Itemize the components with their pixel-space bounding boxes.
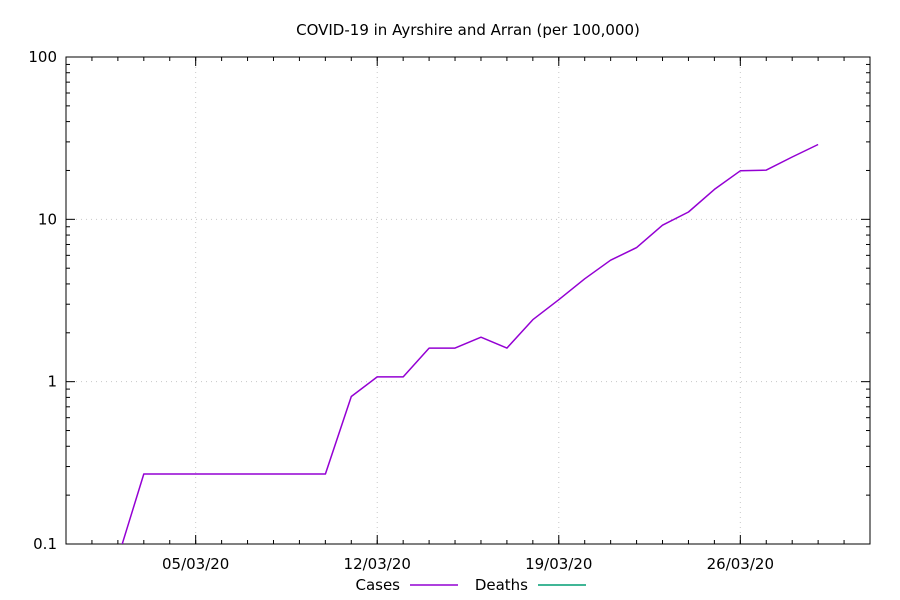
legend: Cases Deaths	[355, 576, 586, 594]
legend-label-cases: Cases	[355, 576, 400, 594]
y-tick-label: 10	[38, 210, 57, 228]
plot-frame	[65, 56, 871, 545]
y-tick-label: 1	[47, 373, 57, 391]
legend-label-deaths: Deaths	[475, 576, 528, 594]
x-tick-label: 26/03/20	[707, 555, 774, 573]
chart-title: COVID-19 in Ayrshire and Arran (per 100,…	[296, 21, 640, 39]
tick-label-layer: 05/03/20 12/03/20 19/03/20 26/03/20 0.1 1 10 10…	[28, 48, 774, 573]
x-tick-label: 05/03/20	[162, 555, 229, 573]
tick-layer	[65, 56, 871, 545]
grid-layer	[66, 57, 870, 544]
x-tick-label: 12/03/20	[344, 555, 411, 573]
y-tick-label: 0.1	[33, 535, 57, 553]
series-layer	[121, 143, 819, 544]
x-tick-label: 19/03/20	[525, 555, 592, 573]
series-line-cases	[121, 143, 819, 544]
y-tick-label: 100	[28, 48, 57, 66]
